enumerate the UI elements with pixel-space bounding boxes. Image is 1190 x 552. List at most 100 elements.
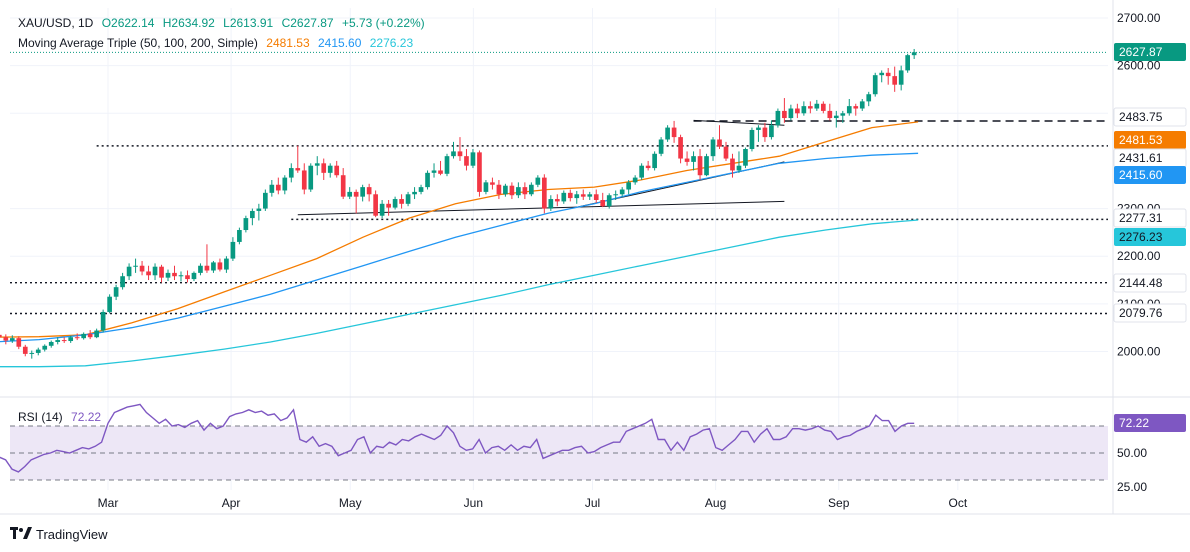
candle-body xyxy=(866,94,871,101)
candle-body xyxy=(10,338,15,340)
candle-body xyxy=(464,156,469,166)
candle-body xyxy=(75,337,80,338)
candle-body xyxy=(23,347,28,354)
candle-body xyxy=(536,178,541,185)
candle-body xyxy=(802,106,807,113)
candle-body xyxy=(380,204,385,216)
candle-body xyxy=(179,275,184,276)
candle-body xyxy=(282,178,287,191)
candle-body xyxy=(250,211,255,218)
x-tick-label: May xyxy=(339,496,362,510)
candle-body xyxy=(308,166,313,190)
candle-body xyxy=(185,275,190,279)
candle-body xyxy=(88,334,93,337)
candle-body xyxy=(354,192,359,197)
ma50-value: 2481.53 xyxy=(266,36,309,50)
candle-body xyxy=(620,190,625,195)
candle-body xyxy=(523,187,528,194)
ma200-value: 2276.23 xyxy=(370,36,413,50)
y-tick-label: 2000.00 xyxy=(1117,345,1161,359)
candle-body xyxy=(892,76,897,85)
candle-body xyxy=(49,342,54,346)
candle-body xyxy=(542,178,547,209)
candle-body xyxy=(198,266,203,273)
candle-body xyxy=(172,273,177,276)
candle-body xyxy=(36,350,41,353)
candle-body xyxy=(347,192,352,197)
candle-body xyxy=(626,182,631,189)
price-tag-label: 2627.87 xyxy=(1119,45,1163,59)
candle-body xyxy=(639,166,644,178)
candle-body xyxy=(789,109,794,119)
candle-body xyxy=(516,187,521,195)
candle-body xyxy=(847,106,852,113)
candle-body xyxy=(548,199,553,209)
candle-body xyxy=(269,185,274,193)
candle-body xyxy=(899,70,904,84)
ma-title: Moving Average Triple (50, 100, 200, Sim… xyxy=(18,36,258,50)
candle-body xyxy=(691,156,696,162)
candle-body xyxy=(159,267,164,278)
moving-average-lines xyxy=(0,122,918,367)
tradingview-brand[interactable]: TradingView xyxy=(10,526,108,542)
x-tick-label: Aug xyxy=(705,496,726,510)
candle-body xyxy=(490,182,495,184)
candle-body xyxy=(211,262,216,270)
candle-body xyxy=(672,128,677,138)
x-tick-label: Jul xyxy=(585,496,600,510)
candle-body xyxy=(652,154,657,168)
price-tag-label: 2276.23 xyxy=(1119,230,1163,244)
candle-body xyxy=(587,194,592,196)
x-tick-label: Apr xyxy=(222,496,241,510)
candle-body xyxy=(140,266,145,272)
candle-body xyxy=(425,173,430,187)
candle-body xyxy=(659,139,664,153)
candle-body xyxy=(373,194,378,215)
candle-body xyxy=(503,186,508,195)
candle-body xyxy=(568,193,573,198)
candle-body xyxy=(879,73,884,75)
candle-body xyxy=(94,331,99,338)
x-tick-label: Mar xyxy=(98,496,119,510)
candle-body xyxy=(0,335,2,337)
ohlc-legend: XAU/USD, 1D O2622.14 H2634.92 L2613.91 C… xyxy=(18,16,430,30)
price-tag-label: 2483.75 xyxy=(1119,110,1163,124)
rsi-legend-value: 72.22 xyxy=(71,410,101,424)
price-tag-label: 2144.48 xyxy=(1119,276,1163,290)
candle-body xyxy=(133,266,138,267)
candle-body xyxy=(438,170,443,173)
candle-body xyxy=(393,199,398,208)
candle-body xyxy=(594,194,599,200)
candle-body xyxy=(412,192,417,194)
candle-body xyxy=(477,152,482,192)
candle-body xyxy=(834,116,839,118)
price-tag-label: 2277.31 xyxy=(1119,211,1163,225)
candle-body xyxy=(763,128,768,138)
candle-body xyxy=(814,104,819,109)
candle-body xyxy=(574,194,579,198)
candle-body xyxy=(367,187,372,194)
candle-body xyxy=(827,111,832,118)
candle-body xyxy=(607,195,612,206)
candle-body xyxy=(445,156,450,174)
candle-body xyxy=(737,166,742,171)
candle-body xyxy=(289,168,294,178)
candle-body xyxy=(912,52,917,55)
candle-body xyxy=(743,149,748,166)
candle-body xyxy=(808,106,813,108)
trendlines xyxy=(298,120,785,214)
ma100-value: 2415.60 xyxy=(318,36,361,50)
rsi-legend: RSI (14) 72.22 xyxy=(18,410,106,424)
candle-body xyxy=(257,209,262,211)
candle-body xyxy=(698,156,703,175)
rsi-tick-label: 25.00 xyxy=(1117,480,1147,494)
candle-body xyxy=(432,170,437,172)
candle-body xyxy=(231,242,236,259)
candle-body xyxy=(484,182,489,192)
x-tick-label: Sep xyxy=(828,496,850,510)
candle-body xyxy=(295,168,300,170)
candle-body xyxy=(776,111,781,125)
candle-body xyxy=(458,151,463,156)
candle-body xyxy=(341,175,346,196)
candle-body xyxy=(276,185,281,191)
